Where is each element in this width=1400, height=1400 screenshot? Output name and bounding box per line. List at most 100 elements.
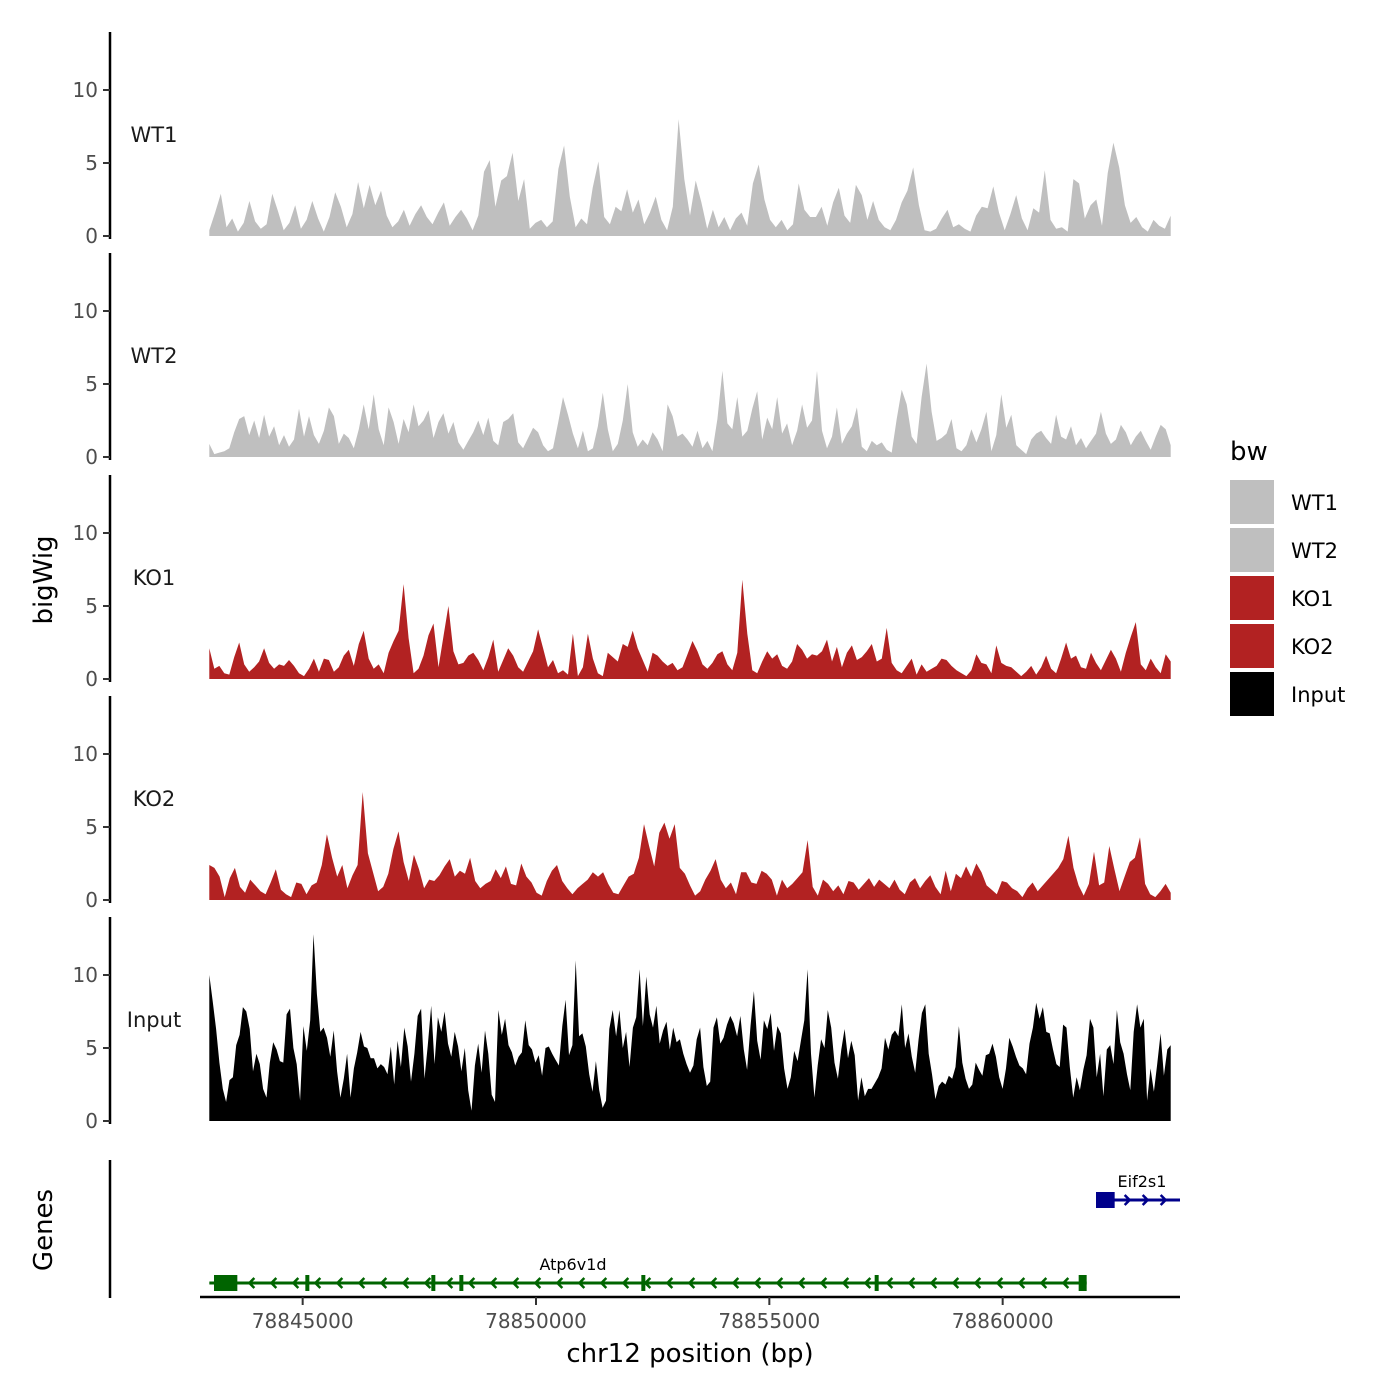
- signal-tracks: 0 5 10 WT1 0 5 10 WT2 0 5 10 KO1 0 5 10 KO2 0 5 10 Input: [73, 32, 1171, 1133]
- strand-arrow: [709, 1277, 718, 1289]
- y-tick-label: 0: [85, 888, 98, 912]
- strand-arrow: [929, 1277, 938, 1289]
- strand-arrow: [445, 1277, 454, 1289]
- strand-arrow: [467, 1277, 476, 1289]
- legend-title: bw: [1230, 437, 1268, 467]
- x-tick-label: 78845000: [252, 1309, 354, 1333]
- y-tick-label: 5: [85, 815, 98, 839]
- strand-arrow: [1141, 1194, 1150, 1206]
- y-tick-label: 5: [85, 594, 98, 618]
- legend-entry-ko1: KO1: [1230, 576, 1334, 620]
- legend-label: Input: [1291, 683, 1345, 707]
- legend-swatch: [1230, 576, 1274, 620]
- gene-exon: [214, 1275, 238, 1291]
- legend-entry-input: Input: [1230, 672, 1345, 716]
- gene-exon: [1096, 1192, 1104, 1208]
- y-tick-label: 0: [85, 1109, 98, 1133]
- gene-exon: [874, 1275, 879, 1291]
- strand-arrow: [621, 1277, 630, 1289]
- legend-label: KO1: [1291, 587, 1334, 611]
- gene-exon: [641, 1275, 646, 1291]
- strand-arrow: [687, 1277, 696, 1289]
- strand-arrow: [247, 1277, 256, 1289]
- y-tick-label: 10: [73, 963, 98, 987]
- gene-label: Eif2s1: [1118, 1172, 1167, 1191]
- strand-arrow: [1061, 1277, 1070, 1289]
- gene-exon: [431, 1275, 436, 1291]
- y-tick-label: 5: [85, 1036, 98, 1060]
- strand-arrow: [863, 1277, 872, 1289]
- track-label: KO2: [133, 787, 176, 811]
- track-wt1: 0 5 10 WT1: [73, 32, 1171, 248]
- strand-arrow: [841, 1277, 850, 1289]
- strand-arrow: [995, 1277, 1004, 1289]
- genes-axis-title: Genes: [29, 1189, 59, 1271]
- strand-arrow: [489, 1277, 498, 1289]
- legend-swatch: [1230, 528, 1274, 572]
- strand-arrow: [291, 1277, 300, 1289]
- track-input: 0 5 10 Input: [73, 917, 1171, 1133]
- y-tick-label: 0: [85, 667, 98, 691]
- strand-arrow: [819, 1277, 828, 1289]
- strand-arrow: [599, 1277, 608, 1289]
- legend-swatch: [1230, 672, 1274, 716]
- y-tick-label: 10: [73, 742, 98, 766]
- x-tick-label: 78855000: [718, 1309, 820, 1333]
- y-tick-label: 10: [73, 78, 98, 102]
- y-tick-label: 0: [85, 445, 98, 469]
- strand-arrow: [269, 1277, 278, 1289]
- gene-exon: [305, 1275, 310, 1291]
- y-tick-label: 10: [73, 299, 98, 323]
- y-tick-label: 5: [85, 372, 98, 396]
- strand-arrow: [401, 1277, 410, 1289]
- strand-arrow: [335, 1277, 344, 1289]
- legend: bw WT1 WT2 KO1 KO2 Input: [1230, 437, 1345, 716]
- legend-entry-ko2: KO2: [1230, 624, 1334, 668]
- legend-label: WT1: [1291, 491, 1338, 515]
- strand-arrow: [775, 1277, 784, 1289]
- track-label: WT2: [131, 344, 178, 368]
- track-wt2: 0 5 10 WT2: [73, 253, 1171, 469]
- strand-arrow: [379, 1277, 388, 1289]
- strand-arrow: [1159, 1194, 1168, 1206]
- strand-arrow: [1123, 1194, 1132, 1206]
- strand-arrow: [577, 1277, 586, 1289]
- strand-arrow: [951, 1277, 960, 1289]
- strand-arrow: [357, 1277, 366, 1289]
- strand-arrow: [885, 1277, 894, 1289]
- signal-area-wt1: [209, 119, 1171, 236]
- signal-area-ko1: [209, 579, 1171, 679]
- x-axis: 78845000 78850000 78855000 78860000: [200, 1295, 1180, 1333]
- strand-arrow: [797, 1277, 806, 1289]
- signal-area-ko2: [209, 792, 1171, 900]
- legend-swatch: [1230, 624, 1274, 668]
- legend-entry-wt1: WT1: [1230, 480, 1338, 524]
- gene-atp6v1d: Atp6v1d: [209, 1255, 1087, 1291]
- track-ko1: 0 5 10 KO1: [73, 475, 1171, 691]
- strand-arrow: [555, 1277, 564, 1289]
- strand-arrow: [511, 1277, 520, 1289]
- gene-eif2s1: Eif2s1: [1096, 1172, 1180, 1208]
- strand-arrow: [533, 1277, 542, 1289]
- strand-arrow: [1039, 1277, 1048, 1289]
- x-axis-title: chr12 position (bp): [566, 1339, 813, 1369]
- signal-area-input: [209, 934, 1171, 1121]
- x-tick-label: 78850000: [485, 1309, 587, 1333]
- y-tick-label: 0: [85, 224, 98, 248]
- strand-arrow: [753, 1277, 762, 1289]
- strand-arrow: [1017, 1277, 1026, 1289]
- genes-track: Eif2s1 Atp6v1d: [108, 1160, 1180, 1298]
- legend-label: KO2: [1291, 635, 1334, 659]
- y-axis-title: bigWig: [29, 535, 59, 624]
- gene-label: Atp6v1d: [539, 1255, 606, 1274]
- legend-label: WT2: [1291, 539, 1338, 563]
- strand-arrow: [973, 1277, 982, 1289]
- strand-arrow: [907, 1277, 916, 1289]
- strand-arrow: [665, 1277, 674, 1289]
- signal-area-wt2: [209, 363, 1171, 457]
- track-ko2: 0 5 10 KO2: [73, 696, 1171, 912]
- strand-arrow: [423, 1277, 432, 1289]
- gene-exon: [459, 1275, 464, 1291]
- track-label: Input: [127, 1008, 181, 1032]
